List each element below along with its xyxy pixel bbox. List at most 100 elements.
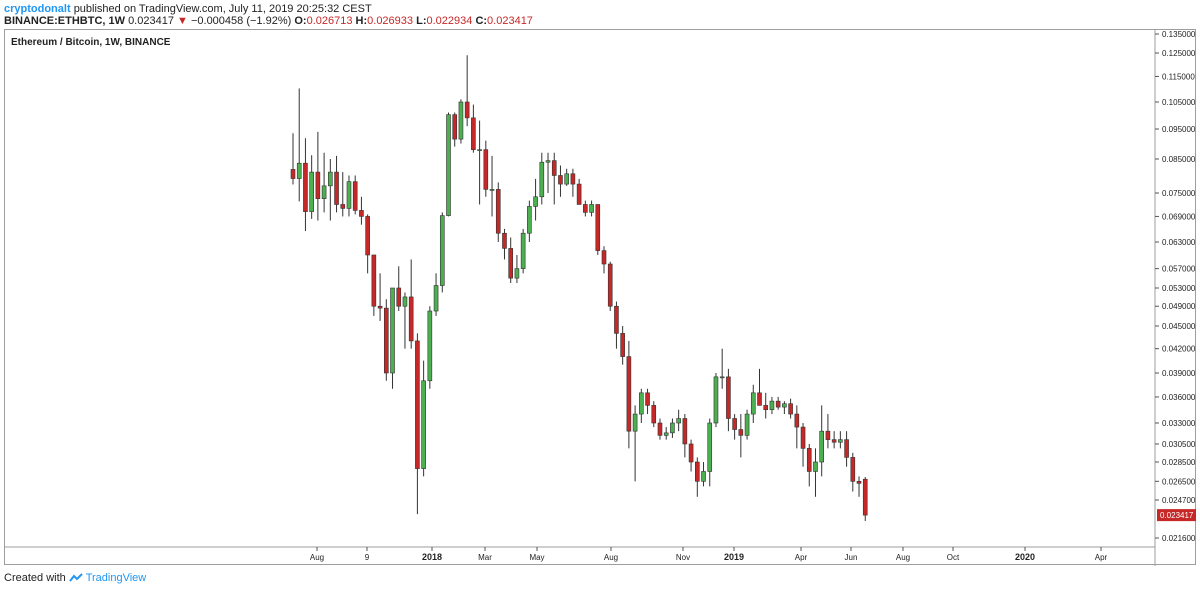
candle xyxy=(564,168,569,186)
candle xyxy=(620,326,625,365)
x-tick-label: Aug xyxy=(604,553,618,562)
candle-body xyxy=(321,185,327,199)
candle-body xyxy=(514,268,520,279)
candle xyxy=(856,476,862,497)
candle xyxy=(694,457,700,497)
y-tick-label: 0.085000 xyxy=(1162,155,1196,164)
candle xyxy=(707,418,713,487)
candle-body xyxy=(713,376,719,424)
candle-body xyxy=(763,405,769,410)
candle xyxy=(651,401,657,428)
candle-body xyxy=(663,432,669,436)
candle-body xyxy=(670,422,675,434)
candle xyxy=(825,414,831,449)
y-tick-label: 0.049000 xyxy=(1162,302,1196,311)
y-tick-label: 0.095000 xyxy=(1162,125,1196,134)
candle xyxy=(788,398,793,419)
candle-body xyxy=(682,418,688,445)
candle xyxy=(508,237,514,284)
price-change: −0.000458 (−1.92%) xyxy=(190,15,292,27)
candle xyxy=(545,152,551,193)
candle xyxy=(701,462,706,487)
x-tick-label: 2019 xyxy=(724,552,744,562)
candle xyxy=(775,396,781,410)
y-tick-label: 0.026500 xyxy=(1162,477,1196,486)
high-label: H: xyxy=(355,15,368,27)
candle xyxy=(607,261,613,312)
candle-body xyxy=(296,162,302,179)
x-tick-label: 2020 xyxy=(1015,552,1035,562)
candlestick-chart[interactable]: Ethereum / Bitcoin, 1W, BINANCE 0.135000… xyxy=(5,30,1197,566)
chart-frame[interactable]: Ethereum / Bitcoin, 1W, BINANCE 0.135000… xyxy=(4,29,1197,566)
candle-body xyxy=(589,204,594,213)
candle xyxy=(744,409,750,440)
candle xyxy=(446,112,451,217)
tradingview-brand[interactable]: TradingView xyxy=(85,572,147,584)
candle xyxy=(657,418,663,440)
candle-body xyxy=(838,439,843,443)
candle xyxy=(452,112,458,147)
candle xyxy=(713,373,719,428)
x-tick-label: Apr xyxy=(795,553,808,562)
candle xyxy=(471,104,476,153)
price-axis[interactable]: 0.135000 0.125000 0.115000 0.105000 0.095000… xyxy=(1155,30,1196,543)
candle xyxy=(738,414,744,458)
candle xyxy=(763,392,769,419)
x-tick-label: Mar xyxy=(478,553,492,562)
candle-body xyxy=(732,418,737,430)
candle-body xyxy=(520,232,526,269)
candle xyxy=(371,254,377,316)
candle-body xyxy=(583,204,588,213)
candle-body xyxy=(359,210,364,217)
candle-body xyxy=(744,413,750,436)
candle-body xyxy=(551,160,557,176)
candle-body xyxy=(495,189,501,234)
y-tick-label: 0.057000 xyxy=(1162,265,1196,274)
candle-body xyxy=(483,149,489,190)
candle-body xyxy=(607,263,613,307)
candle-body xyxy=(558,175,563,185)
candle-body xyxy=(464,101,470,119)
down-arrow-icon: ▼ xyxy=(177,15,188,27)
open-value: 0.026713 xyxy=(306,15,353,27)
candle-body xyxy=(502,232,507,249)
candle-body xyxy=(576,183,582,205)
candle-body xyxy=(315,171,321,199)
candle-body xyxy=(570,173,576,185)
candle-body xyxy=(365,216,370,256)
candle xyxy=(750,384,756,423)
candle-body xyxy=(831,439,837,443)
y-tick-label: 0.075000 xyxy=(1162,189,1196,198)
candle xyxy=(396,266,402,312)
time-axis[interactable]: Aug 9 2018 Mar May Aug Nov 2019 Apr Jun Aug Oct 2020… xyxy=(310,547,1108,562)
author-link[interactable]: cryptodonalt xyxy=(4,3,71,15)
candle xyxy=(527,200,532,242)
candle-body xyxy=(415,340,420,469)
candle-body xyxy=(632,413,638,432)
candle-body xyxy=(371,254,377,307)
candle xyxy=(645,388,650,415)
y-tick-label: 0.045000 xyxy=(1162,322,1196,331)
candle-body xyxy=(452,114,458,140)
candle-body xyxy=(726,376,731,419)
candle-body xyxy=(651,405,657,424)
candle xyxy=(583,200,588,217)
y-tick-label: 0.115000 xyxy=(1162,72,1195,81)
candle-body xyxy=(545,160,551,163)
candle-body xyxy=(614,305,619,334)
last-price-box xyxy=(1157,509,1196,522)
candle xyxy=(862,477,868,522)
candle-body xyxy=(533,196,538,207)
candle xyxy=(676,409,681,432)
footer: Created with TradingView xyxy=(4,572,146,584)
candle xyxy=(576,178,582,205)
candle-body xyxy=(421,380,426,469)
candle xyxy=(495,182,501,242)
candle xyxy=(614,301,619,349)
candle xyxy=(794,405,800,449)
candle-body xyxy=(688,443,694,463)
candle xyxy=(782,401,787,415)
y-tick-label: 0.042000 xyxy=(1162,345,1196,354)
candle-body xyxy=(309,171,314,212)
candle xyxy=(589,200,594,217)
